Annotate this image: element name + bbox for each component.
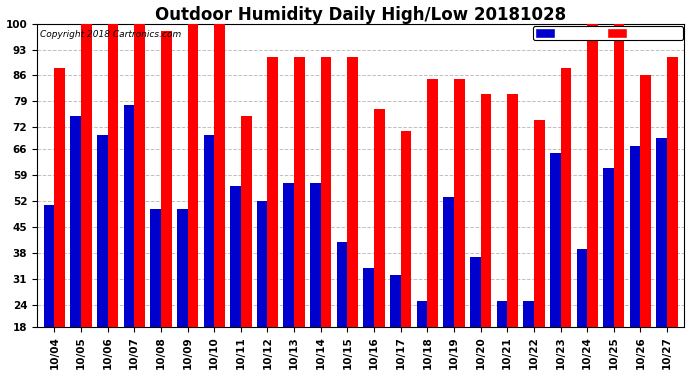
Bar xyxy=(507,94,518,327)
Bar xyxy=(81,24,92,327)
Bar xyxy=(321,57,331,327)
Bar xyxy=(43,205,55,327)
Bar xyxy=(150,209,161,327)
Bar xyxy=(390,275,401,327)
Bar xyxy=(497,301,507,327)
Bar xyxy=(523,301,534,327)
Bar xyxy=(70,116,81,327)
Bar xyxy=(630,146,640,327)
Legend: Low  (%), High  (%): Low (%), High (%) xyxy=(533,26,682,40)
Bar xyxy=(364,268,374,327)
Bar xyxy=(230,186,241,327)
Bar xyxy=(614,24,624,327)
Bar xyxy=(347,57,358,327)
Bar xyxy=(454,79,464,327)
Bar xyxy=(603,168,614,327)
Bar xyxy=(108,24,118,327)
Bar xyxy=(268,57,278,327)
Bar xyxy=(97,135,108,327)
Text: Copyright 2018 Cartronics.com: Copyright 2018 Cartronics.com xyxy=(40,30,181,39)
Bar xyxy=(401,131,411,327)
Bar xyxy=(214,24,225,327)
Bar xyxy=(204,135,214,327)
Bar xyxy=(667,57,678,327)
Title: Outdoor Humidity Daily High/Low 20181028: Outdoor Humidity Daily High/Low 20181028 xyxy=(155,6,566,24)
Bar xyxy=(444,198,454,327)
Bar xyxy=(550,153,560,327)
Bar xyxy=(310,183,321,327)
Bar xyxy=(135,24,145,327)
Bar xyxy=(257,201,268,327)
Bar xyxy=(470,256,481,327)
Bar xyxy=(656,138,667,327)
Bar xyxy=(124,105,135,327)
Bar xyxy=(374,109,385,327)
Bar xyxy=(560,68,571,327)
Bar xyxy=(294,57,305,327)
Bar xyxy=(188,24,198,327)
Bar xyxy=(534,120,544,327)
Bar xyxy=(161,31,172,327)
Bar xyxy=(417,301,427,327)
Bar xyxy=(337,242,347,327)
Bar xyxy=(241,116,251,327)
Bar xyxy=(55,68,65,327)
Bar xyxy=(177,209,188,327)
Bar xyxy=(577,249,587,327)
Bar xyxy=(587,24,598,327)
Bar xyxy=(481,94,491,327)
Bar xyxy=(640,75,651,327)
Bar xyxy=(427,79,438,327)
Bar xyxy=(284,183,294,327)
